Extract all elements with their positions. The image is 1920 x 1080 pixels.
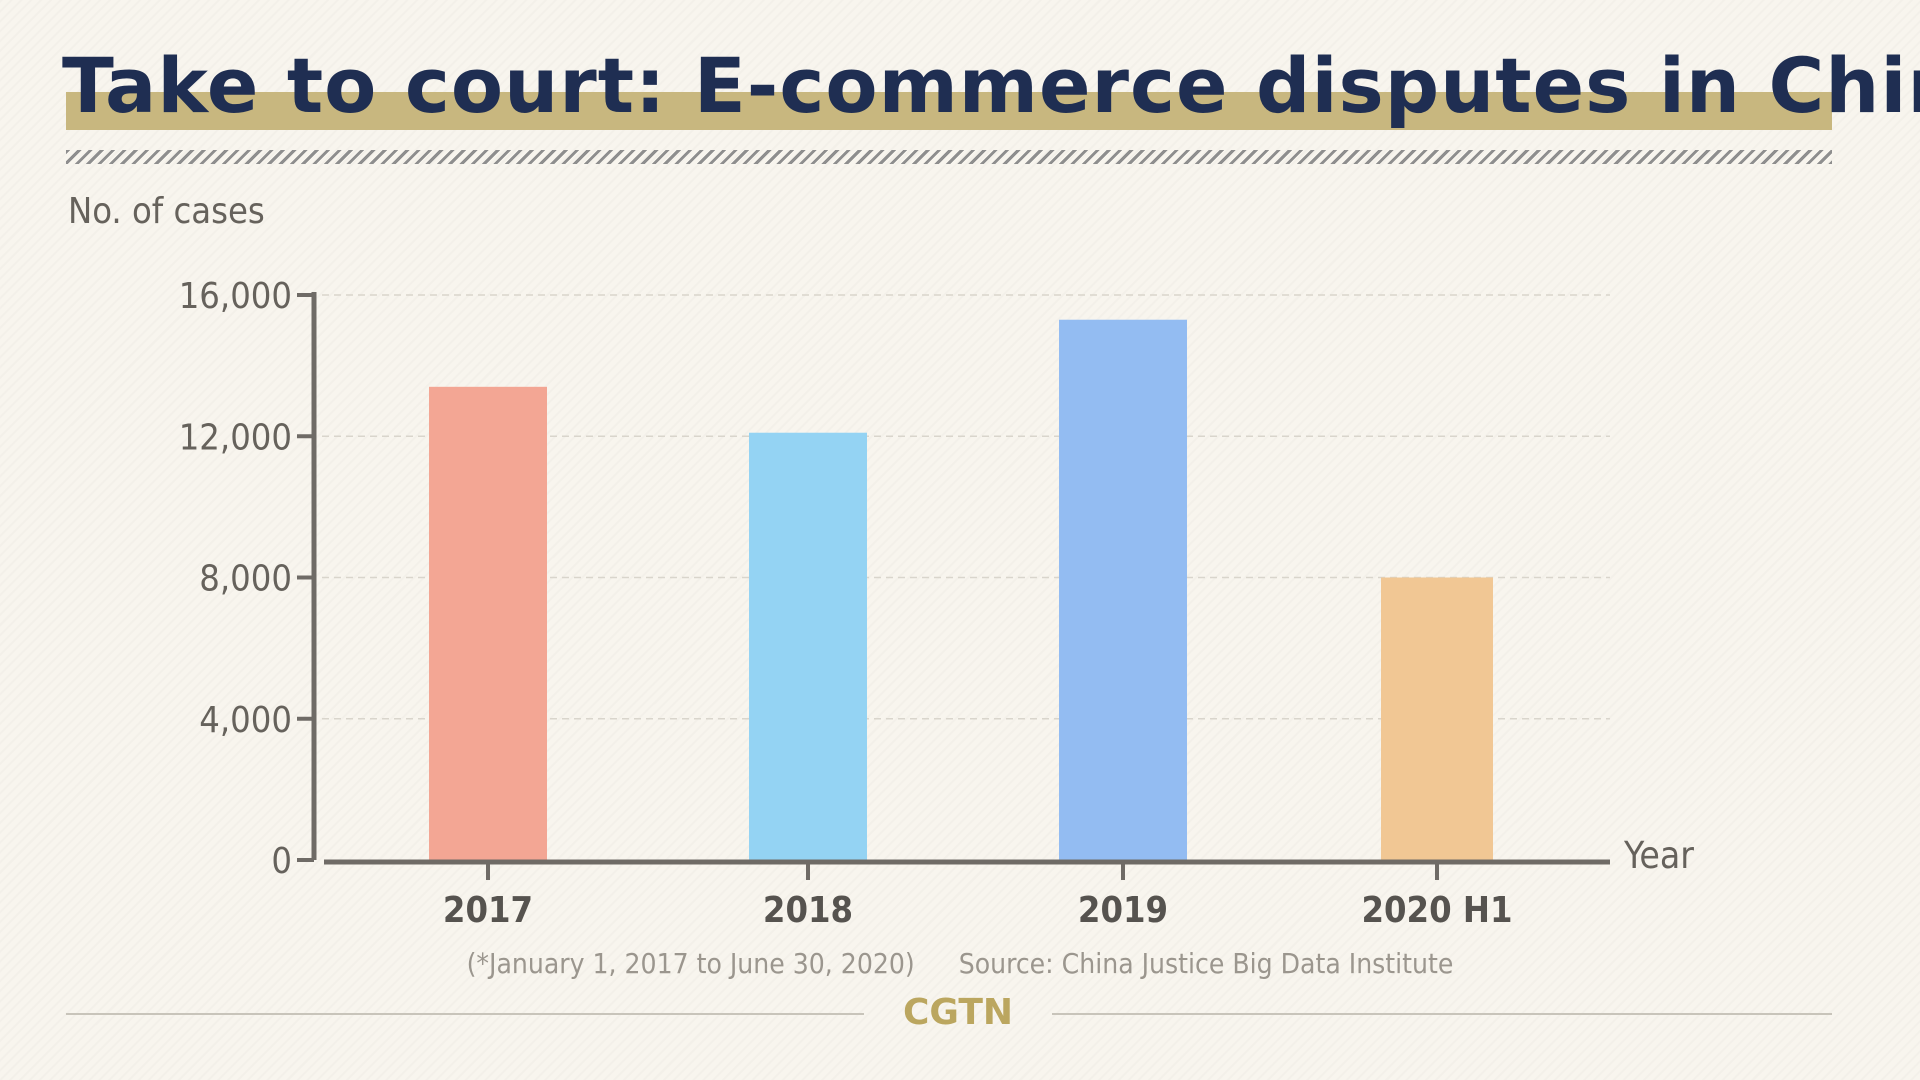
y-ticks: 0 4,000 8,000 12,000 16,000 [179,276,314,882]
chart-title: Take to court: E-commerce disputes in Ch… [62,41,1920,130]
x-tick-label: 2019 [1078,890,1168,931]
x-tick-label: 2020 H1 [1361,890,1512,931]
bar-2017 [429,386,547,860]
y-axis-label: No. of cases [68,191,265,232]
source-note: Source: China Justice Big Data Institute [958,947,1454,980]
bar-2020-h1 [1381,577,1493,860]
title-highlight-bar [66,92,1832,130]
bar-2018 [749,432,867,860]
y-tick-label: 0 [271,841,292,882]
bars [429,319,1493,860]
footer-divider-left [66,1013,864,1015]
y-tick-label: 16,000 [179,276,292,317]
bar-2019 [1059,319,1187,860]
y-tick-label: 12,000 [179,417,292,458]
title-divider-hatch [66,150,1832,164]
footer-divider-right [1052,1013,1832,1015]
x-tick-label: 2017 [443,890,533,931]
x-tick-label: 2018 [763,890,853,931]
y-tick-label: 8,000 [199,559,292,600]
x-ticks: 2017 2018 2019 2020 H1 [443,862,1513,931]
y-tick-label: 4,000 [199,700,292,741]
footnote-row: (*January 1, 2017 to June 30, 2020) Sourc… [0,947,1920,980]
x-axis-label: Year [1623,834,1694,877]
date-range-note: (*January 1, 2017 to June 30, 2020) [466,947,915,980]
cgtn-logo: CGTN [902,992,1014,1033]
